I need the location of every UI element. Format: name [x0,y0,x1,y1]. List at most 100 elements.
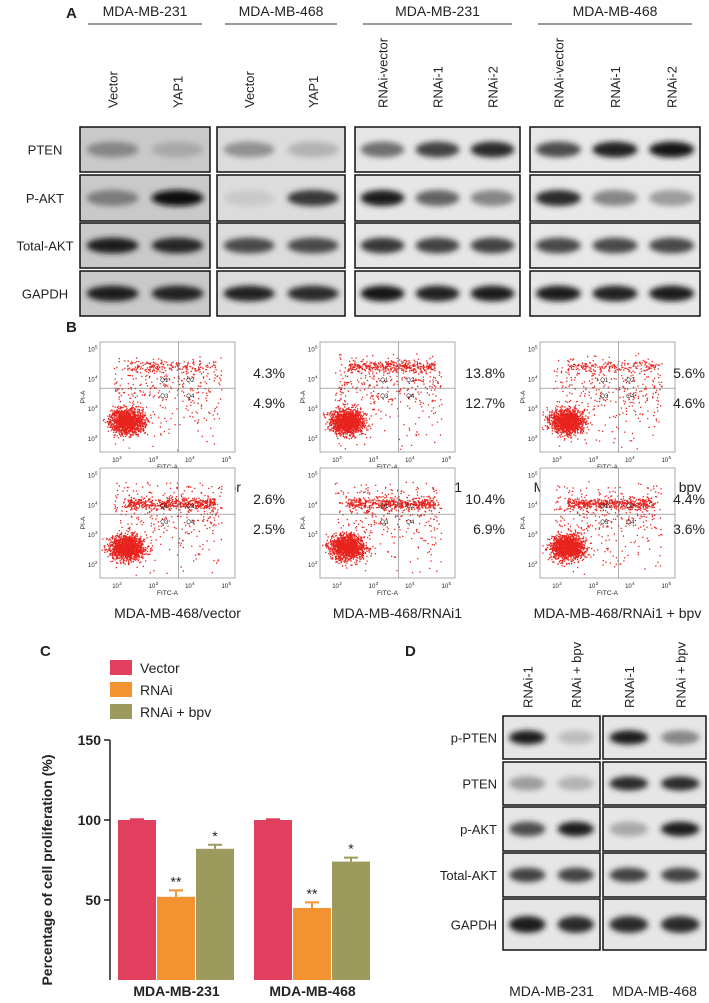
quadrant-label: Q3 [600,394,609,400]
tick-exp: 2 [559,581,562,586]
panel-label: A [66,5,77,22]
error-bar [169,889,183,897]
error-bar [344,856,358,862]
blot-band [509,867,546,883]
row-label: P-AKT [26,191,64,206]
tick-exp: 5 [315,345,318,350]
lane-label: RNAi-1 [520,666,535,708]
quadrant-label: Q1 [160,378,169,384]
legend-swatch [110,660,132,675]
blot-band [649,285,695,302]
lane-label: RNAi-2 [486,66,501,108]
blot-band [592,189,638,207]
tick-base: 10 [442,458,449,464]
lane-label: RNAi-1 [608,66,623,108]
blot-band [609,776,649,791]
blot-frame [502,806,601,852]
quadrant-label: Q2 [406,504,415,510]
tick-base: 10 [88,474,95,480]
blot-band [535,237,581,254]
upper-percent: 4.3% [253,365,285,381]
tick-exp: 5 [229,581,232,586]
quadrant-label: Q4 [186,394,195,400]
plot-frame [539,467,676,579]
tick-exp: 2 [339,581,342,586]
blot-band [557,730,594,745]
row-label: Total-AKT [16,239,73,254]
tick-base: 10 [528,348,535,354]
lane-label: RNAi + bpv [673,641,688,708]
blot-band [660,776,700,791]
bar [332,861,370,980]
tick-exp: 5 [669,455,672,460]
panel-label: D [405,643,416,660]
x-axis-label: FITC-A [377,464,399,471]
blot-frame [602,898,707,951]
blot-band [592,285,638,302]
tick-exp: 3 [315,530,318,535]
quadrant-label: Q2 [626,378,635,384]
blot-band [509,776,546,791]
tick-base: 10 [88,377,95,383]
blot-band [509,730,546,745]
tick-exp: 2 [535,560,538,565]
tick-exp: 3 [596,581,599,586]
lower-percent: 6.9% [473,521,505,537]
blot-band [609,916,649,933]
tick-base: 10 [552,458,559,464]
tick-base: 10 [88,437,95,443]
tick-base: 10 [528,563,535,569]
bar [254,820,292,980]
group-title: MDA-MB-468 [573,3,658,19]
quadrant-label: Q1 [380,504,389,510]
tick-base: 10 [222,458,229,464]
tick-exp: 4 [535,374,538,379]
tick-exp: 4 [95,374,98,379]
tick-exp: 2 [535,434,538,439]
tick-exp: 2 [95,434,98,439]
tick-base: 10 [308,563,315,569]
lower-percent: 12.7% [465,395,505,411]
blot-frame [216,222,346,269]
blot-frame [354,270,521,317]
lane-label: RNAi-2 [665,66,680,108]
row-label: PTEN [462,777,497,792]
lower-percent: 3.6% [673,521,705,537]
tick-exp: 2 [315,434,318,439]
blot-band [592,237,638,254]
quadrant-label: Q3 [380,394,389,400]
tick-base: 10 [528,474,535,480]
plot-frame [99,467,236,579]
y-axis-label: PI-A [520,516,527,529]
tick-exp: 3 [596,455,599,460]
group-label: MDA-MB-468 [612,983,697,999]
blot-band [415,237,460,254]
upper-percent: 4.4% [673,491,705,507]
upper-percent: 13.8% [465,365,505,381]
lower-percent: 4.6% [673,395,705,411]
tick-base: 10 [528,437,535,443]
blot-band [415,189,460,207]
quadrant-label: Q1 [380,378,389,384]
blot-band [660,730,700,745]
tick-base: 10 [589,458,596,464]
cell-events [542,481,663,575]
blot-band [592,141,638,158]
blot-band [287,285,339,302]
legend-swatch [110,682,132,697]
blot-band [223,189,275,207]
blot-band [557,916,594,933]
blot-band [151,189,204,207]
tick-exp: 3 [376,455,379,460]
blot-band [86,141,139,158]
plot-caption: MDA-MB-468/RNAi1 + bpv [534,605,702,621]
legend-swatch [110,704,132,719]
tick-base: 10 [528,407,535,413]
quadrant-label: Q1 [160,504,169,510]
legend-label: Vector [140,660,180,676]
blot-band [360,237,405,254]
tick-exp: 4 [412,581,415,586]
tick-base: 10 [528,533,535,539]
quadrant-label: Q3 [600,520,609,526]
